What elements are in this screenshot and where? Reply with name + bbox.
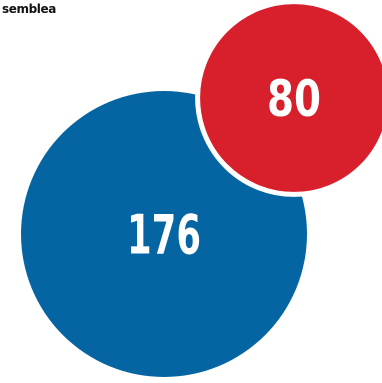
bubble-group: 176 80 [21,0,382,377]
chart-header-label: semblea [2,2,56,16]
bubble-label-80: 80 [267,70,321,128]
bubble-label-176: 176 [127,203,201,266]
bubble-80 [195,0,382,197]
